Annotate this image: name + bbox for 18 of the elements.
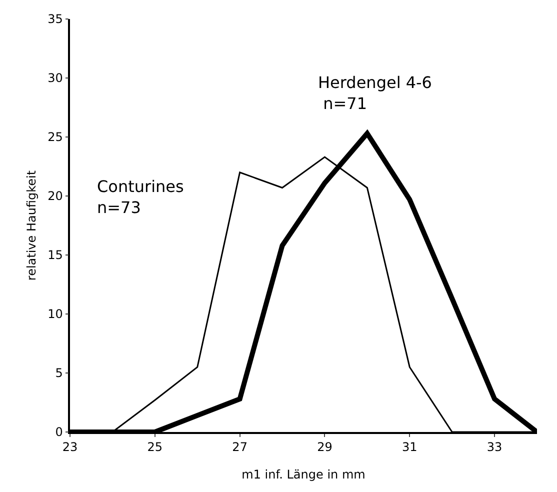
text: Herdengel 4-6 n=71 xyxy=(318,73,432,113)
y-tick-label: 30 xyxy=(48,71,63,86)
y-tick-label: 15 xyxy=(48,248,63,262)
y-tick-label: 10 xyxy=(48,307,63,322)
text: Conturines n=73 xyxy=(97,177,184,217)
x-tick-label: 23 xyxy=(62,440,78,454)
y-tick-label: 25 xyxy=(48,130,63,144)
x-tick-label: 31 xyxy=(402,440,418,454)
x-axis-title: m1 inf. Länge in mm xyxy=(242,468,366,482)
x-tick-label: 33 xyxy=(486,440,502,454)
y-tick-label: 20 xyxy=(48,189,63,204)
y-tick-label: 0 xyxy=(55,425,63,440)
x-tick-label: 25 xyxy=(147,440,163,454)
x-tick-label: 27 xyxy=(232,440,248,454)
y-axis-title: relative Haufigkeit xyxy=(24,170,38,281)
x-tick-label: 29 xyxy=(317,440,332,454)
y-tick-label: 35 xyxy=(48,12,63,26)
y-tick-label: 5 xyxy=(55,366,63,380)
